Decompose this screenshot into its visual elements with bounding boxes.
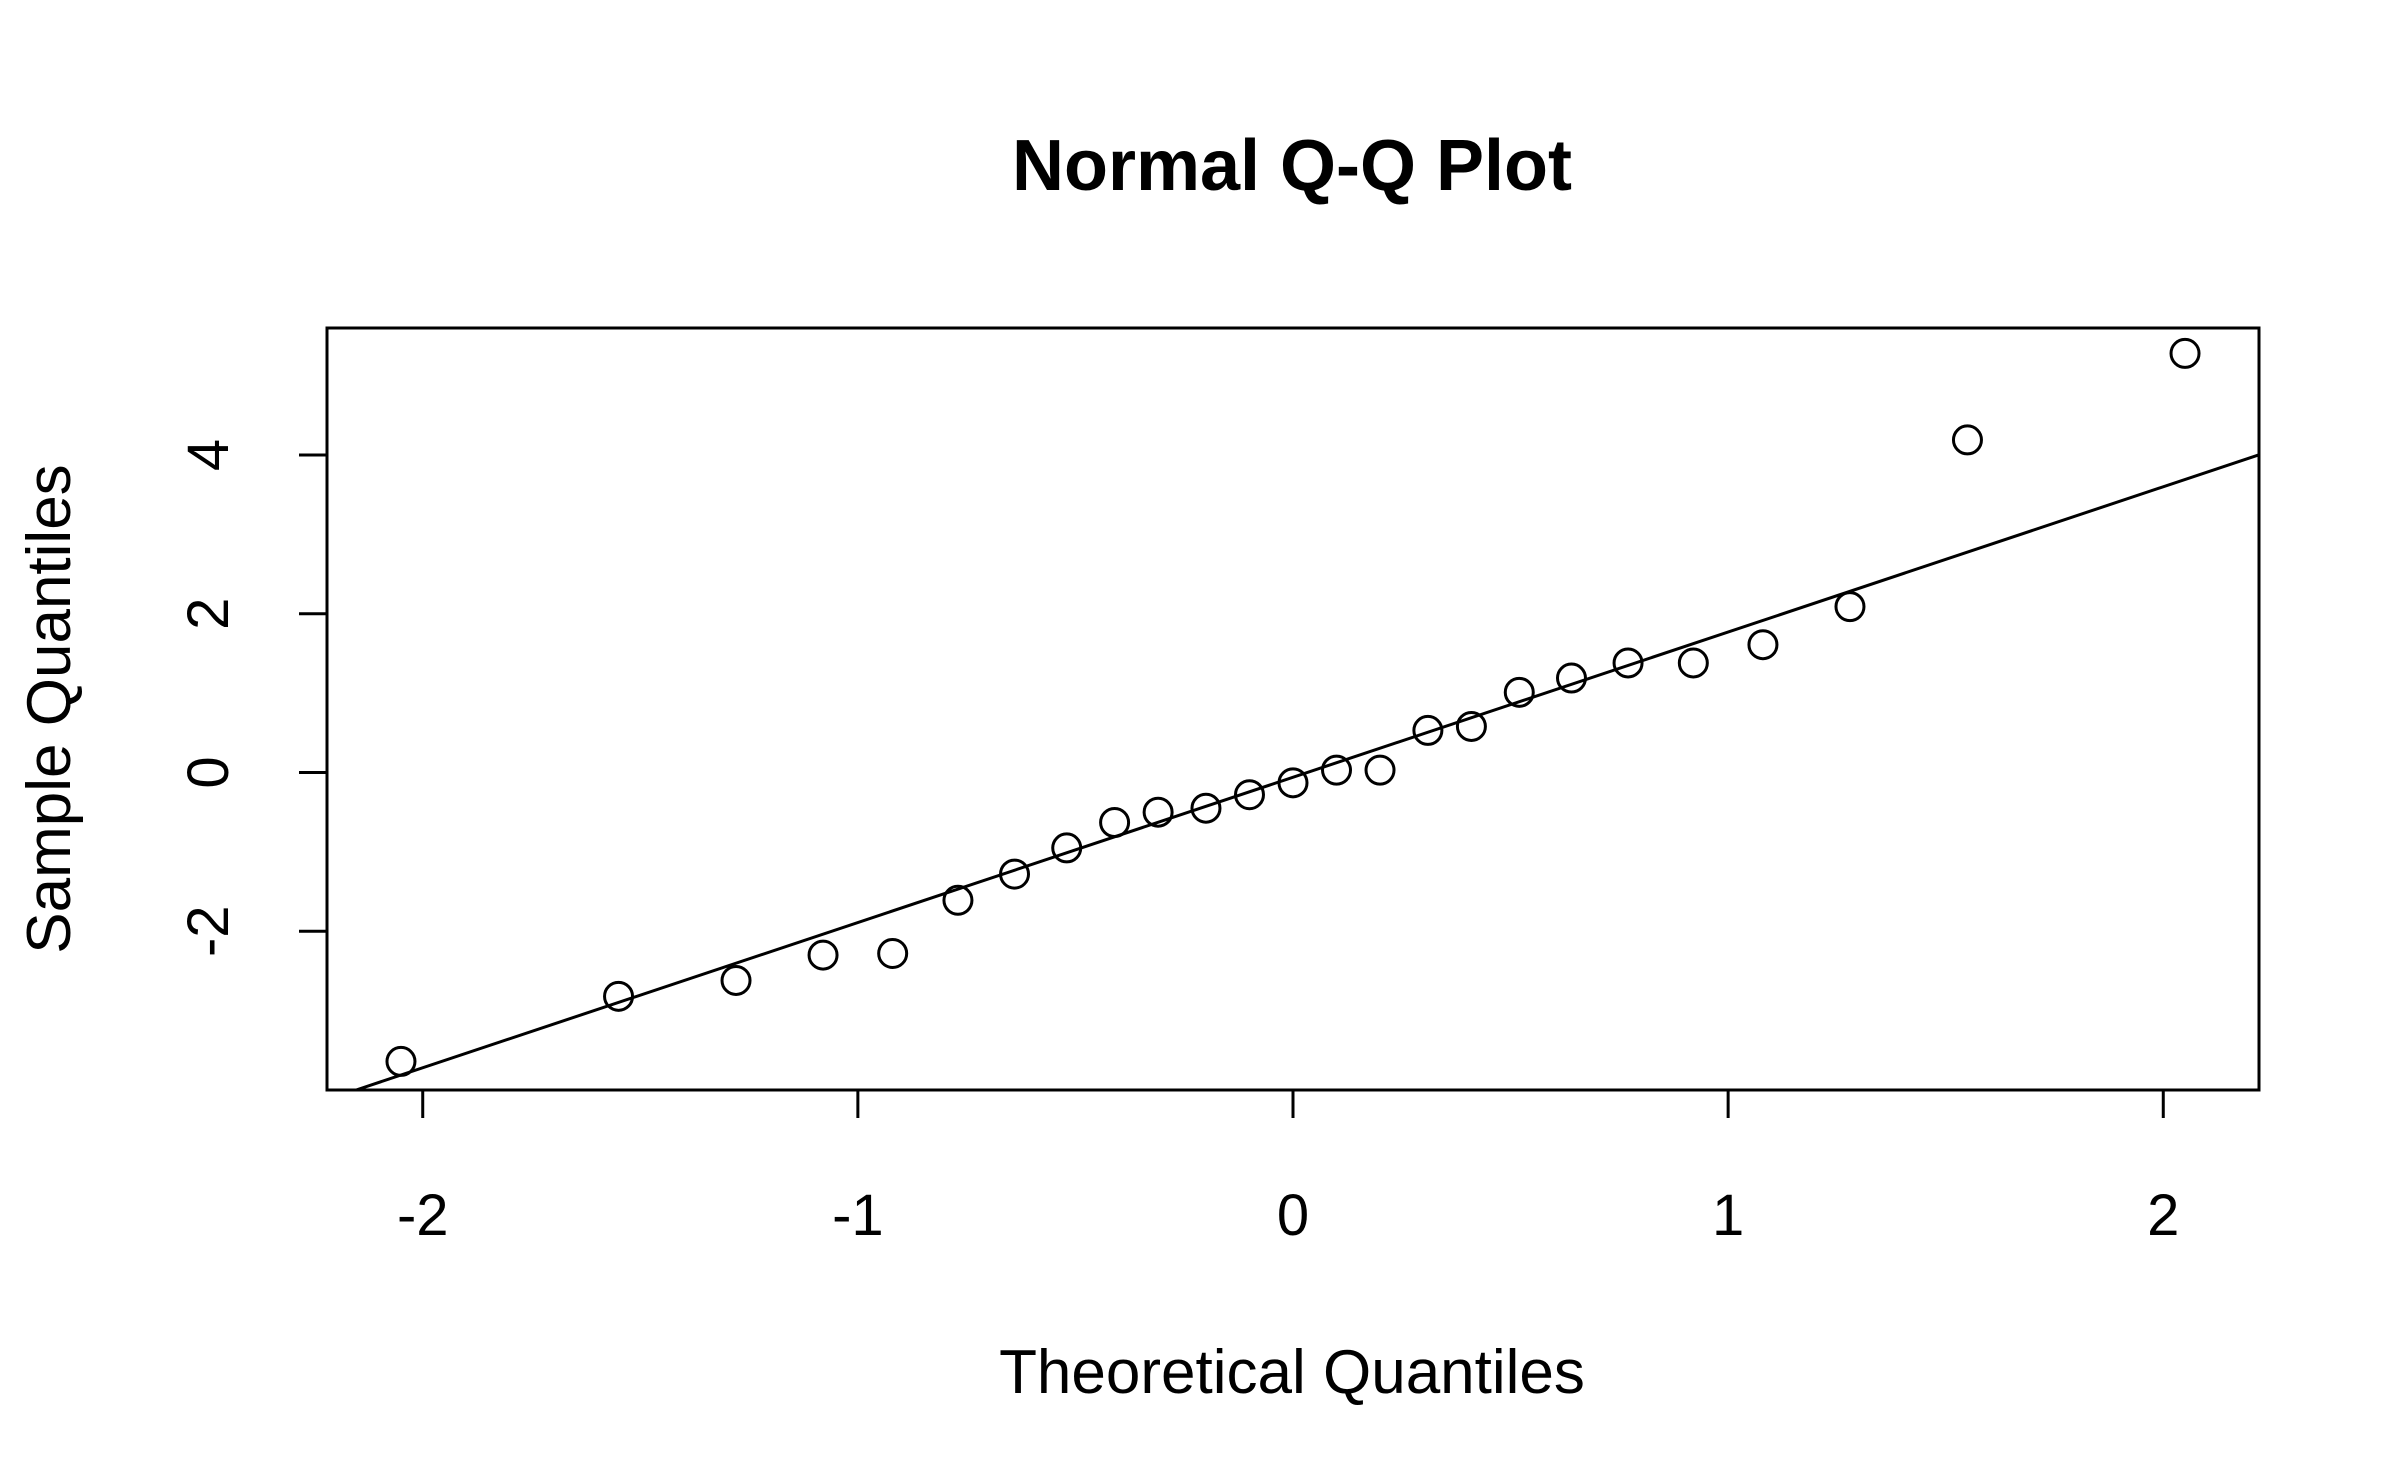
data-point: [1412, 714, 1444, 746]
chart-title: Normal Q-Q Plot: [1012, 126, 1572, 206]
data-point: [385, 1045, 417, 1077]
data-point: [1190, 792, 1222, 824]
data-point: [1099, 807, 1131, 839]
x-tick-label: -2: [397, 1183, 449, 1248]
x-tick-label: 1: [1712, 1183, 1744, 1248]
y-tick-label: -2: [176, 905, 241, 957]
data-point: [942, 884, 974, 916]
data-point: [1321, 754, 1353, 786]
y-tick-label: 2: [176, 598, 241, 630]
data-point: [720, 964, 752, 996]
data-point: [807, 939, 839, 971]
y-tick-label: 4: [176, 439, 241, 471]
plot-frame: [325, 326, 2261, 1092]
data-point: [1051, 832, 1083, 864]
data-point: [1747, 629, 1779, 661]
data-point: [1455, 710, 1487, 742]
data-point: [1612, 647, 1644, 679]
data-point: [2169, 337, 2201, 369]
y-axis-title: Sample Quantiles: [15, 464, 84, 953]
data-point: [1555, 662, 1587, 694]
x-axis: -2 -1 0 1 2: [397, 1090, 2179, 1248]
data-point: [877, 937, 909, 969]
data-point: [1503, 676, 1535, 708]
data-points: [385, 337, 2201, 1077]
data-point: [1142, 796, 1174, 828]
data-point: [1364, 754, 1396, 786]
data-point: [1677, 647, 1709, 679]
x-axis-title: Theoretical Quantiles: [999, 1338, 1585, 1407]
data-point: [999, 858, 1031, 890]
reference-line: [355, 453, 2260, 1092]
data-point: [1834, 591, 1866, 623]
x-tick-label: -1: [832, 1183, 884, 1248]
x-tick-label: 2: [2147, 1183, 2179, 1248]
data-point: [1951, 424, 1983, 456]
y-tick-label: 0: [176, 756, 241, 788]
data-point: [1277, 767, 1309, 799]
y-axis: -2 0 2 4: [176, 439, 327, 957]
x-tick-label: 0: [1277, 1183, 1309, 1248]
data-point: [1233, 779, 1265, 811]
data-point: [603, 980, 635, 1012]
